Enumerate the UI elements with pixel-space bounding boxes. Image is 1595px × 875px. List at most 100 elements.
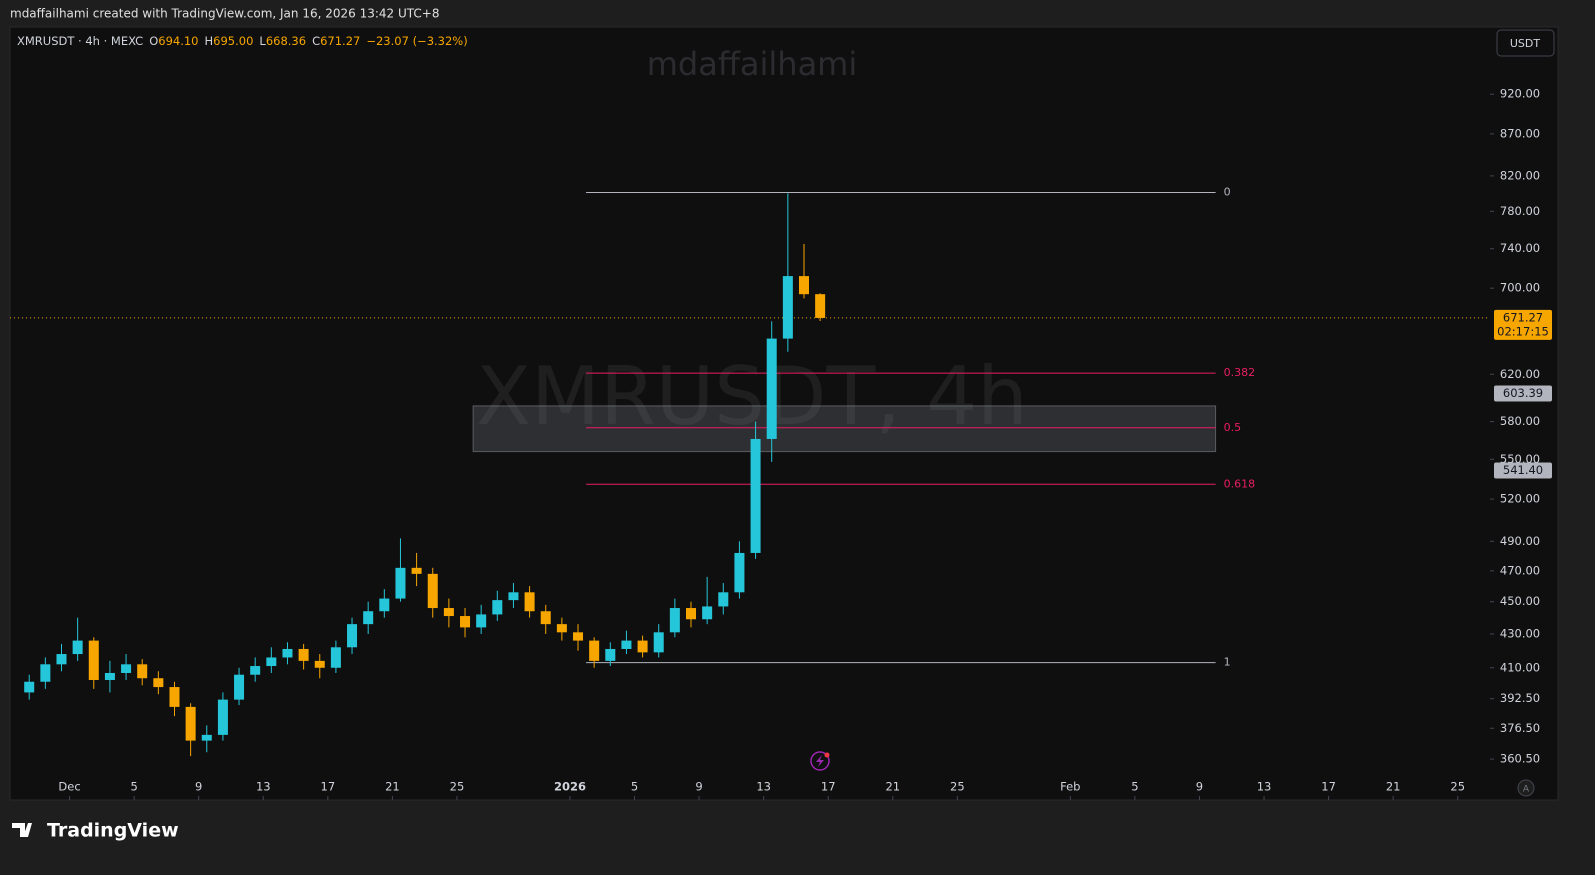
- x-tick-label: 9: [195, 780, 202, 794]
- credit: mdaffailhami created with TradingView.co…: [10, 7, 439, 21]
- y-tick-label: 550.00: [1500, 452, 1540, 466]
- brand-logo: [12, 823, 32, 837]
- currency[interactable]: USDT: [1510, 37, 1541, 50]
- x-tick-label: 5: [631, 780, 638, 794]
- plot: 360.50 376.50 392.50 410.00 430.00 450.00 470.…: [10, 87, 1552, 800]
- alert-icon[interactable]: [810, 751, 830, 771]
- candle-body: [137, 664, 148, 679]
- price-tag: [1494, 462, 1552, 479]
- candle-body: [669, 608, 680, 633]
- y-tick-label: 820.00: [1500, 168, 1540, 182]
- x-tick-label: 2026: [554, 780, 586, 794]
- candle-body: [653, 632, 664, 653]
- candle-body: [815, 294, 826, 318]
- candle-body: [734, 552, 745, 593]
- candle-body: [556, 624, 567, 633]
- candle-body: [72, 640, 83, 655]
- price-tag: [1494, 385, 1552, 402]
- watermark-user: mdaffailhami: [647, 45, 857, 83]
- candle-body: [363, 611, 374, 625]
- y-tick-label: 580.00: [1500, 414, 1540, 428]
- candle-body: [56, 654, 67, 665]
- x-tick-label: Dec: [58, 780, 80, 794]
- x-tick-label: 5: [1131, 780, 1138, 794]
- candle-body: [476, 614, 487, 628]
- legend-value: 668.36: [266, 34, 306, 48]
- y-tick-label: 430.00: [1500, 626, 1540, 640]
- y-tick-label: 920.00: [1500, 87, 1540, 101]
- candle-body: [427, 573, 438, 609]
- candle-body: [234, 674, 245, 700]
- candle-body: [508, 592, 519, 601]
- legend-key: C: [312, 34, 320, 48]
- x-tick-label: 17: [1321, 780, 1336, 794]
- candle-body: [766, 338, 777, 439]
- candle-body: [492, 600, 503, 615]
- x-tick-label: 21: [885, 780, 900, 794]
- y-tick-label: 700.00: [1500, 281, 1540, 295]
- legend-value: 671.27: [320, 34, 360, 48]
- legend: XMRUSDT · 4h · MEXC O694.10 H695.00 L668.36…: [17, 34, 468, 48]
- legend-key: H: [205, 34, 214, 48]
- y-tick-label: 520.00: [1500, 492, 1540, 506]
- x-tick-label: 5: [130, 780, 137, 794]
- y-tick-label: 490.00: [1500, 534, 1540, 548]
- candle-body: [185, 706, 196, 741]
- y-tick-label: 870.00: [1500, 126, 1540, 140]
- fib-label: 0.5: [1224, 421, 1242, 434]
- price-tag-label: 541.40: [1503, 463, 1543, 477]
- y-tick-label: 376.50: [1500, 721, 1540, 735]
- y-tick-label: 392.50: [1500, 691, 1540, 705]
- chart-pane: [9, 26, 1559, 801]
- y-tick-label: 740.00: [1500, 241, 1540, 255]
- legend-key: L: [259, 34, 266, 48]
- candle-body: [266, 657, 277, 667]
- x-tick-label: 25: [1450, 780, 1465, 794]
- legend-value: 695.00: [213, 34, 253, 48]
- currency-button[interactable]: [1496, 29, 1555, 57]
- logo-mark: [12, 823, 32, 837]
- x-tick-label: 17: [821, 780, 836, 794]
- candle-body: [750, 438, 761, 553]
- fib-label: 0.618: [1224, 477, 1256, 490]
- fib-label: 0: [1224, 186, 1231, 199]
- candle-body: [40, 664, 51, 682]
- alert-dot: [824, 752, 830, 758]
- candle-body: [443, 608, 454, 617]
- candle-body: [217, 699, 228, 735]
- x-tick-label: 21: [385, 780, 400, 794]
- candle-body: [718, 592, 729, 607]
- candle-body: [104, 672, 115, 680]
- candle-body: [314, 660, 325, 668]
- brand: TradingView: [47, 820, 179, 842]
- candle-body: [540, 611, 551, 625]
- candle-body: [347, 624, 358, 648]
- auto-button[interactable]: [1517, 779, 1535, 797]
- symbol: XMRUSDT · 4h · MEXC: [17, 34, 143, 48]
- candle-body: [169, 687, 180, 707]
- x-tick-label: 13: [1257, 780, 1272, 794]
- change: −23.07 (−3.32%): [366, 34, 467, 48]
- last-price-label: 671.27: [1503, 310, 1543, 324]
- candle-body: [573, 632, 584, 641]
- alert-bolt: [816, 755, 824, 767]
- countdown: 02:17:15: [1497, 324, 1549, 338]
- x-tick-label: 13: [256, 780, 271, 794]
- auto-label[interactable]: A: [1523, 785, 1530, 795]
- candle-body: [411, 567, 422, 574]
- fib-label: 0.382: [1224, 366, 1256, 379]
- y-tick-label: 780.00: [1500, 204, 1540, 218]
- x-tick-label: 9: [695, 780, 702, 794]
- candle-body: [153, 678, 164, 688]
- candle-body: [88, 640, 99, 680]
- x-tick-label: 13: [756, 780, 771, 794]
- candle-body: [24, 681, 35, 693]
- candle-body: [330, 647, 341, 668]
- candle-body: [298, 648, 309, 661]
- y-tick-label: 450.00: [1500, 594, 1540, 608]
- candle-body: [282, 648, 293, 658]
- candle-body: [201, 734, 212, 741]
- candle-body: [379, 598, 390, 612]
- candle-body: [395, 567, 406, 599]
